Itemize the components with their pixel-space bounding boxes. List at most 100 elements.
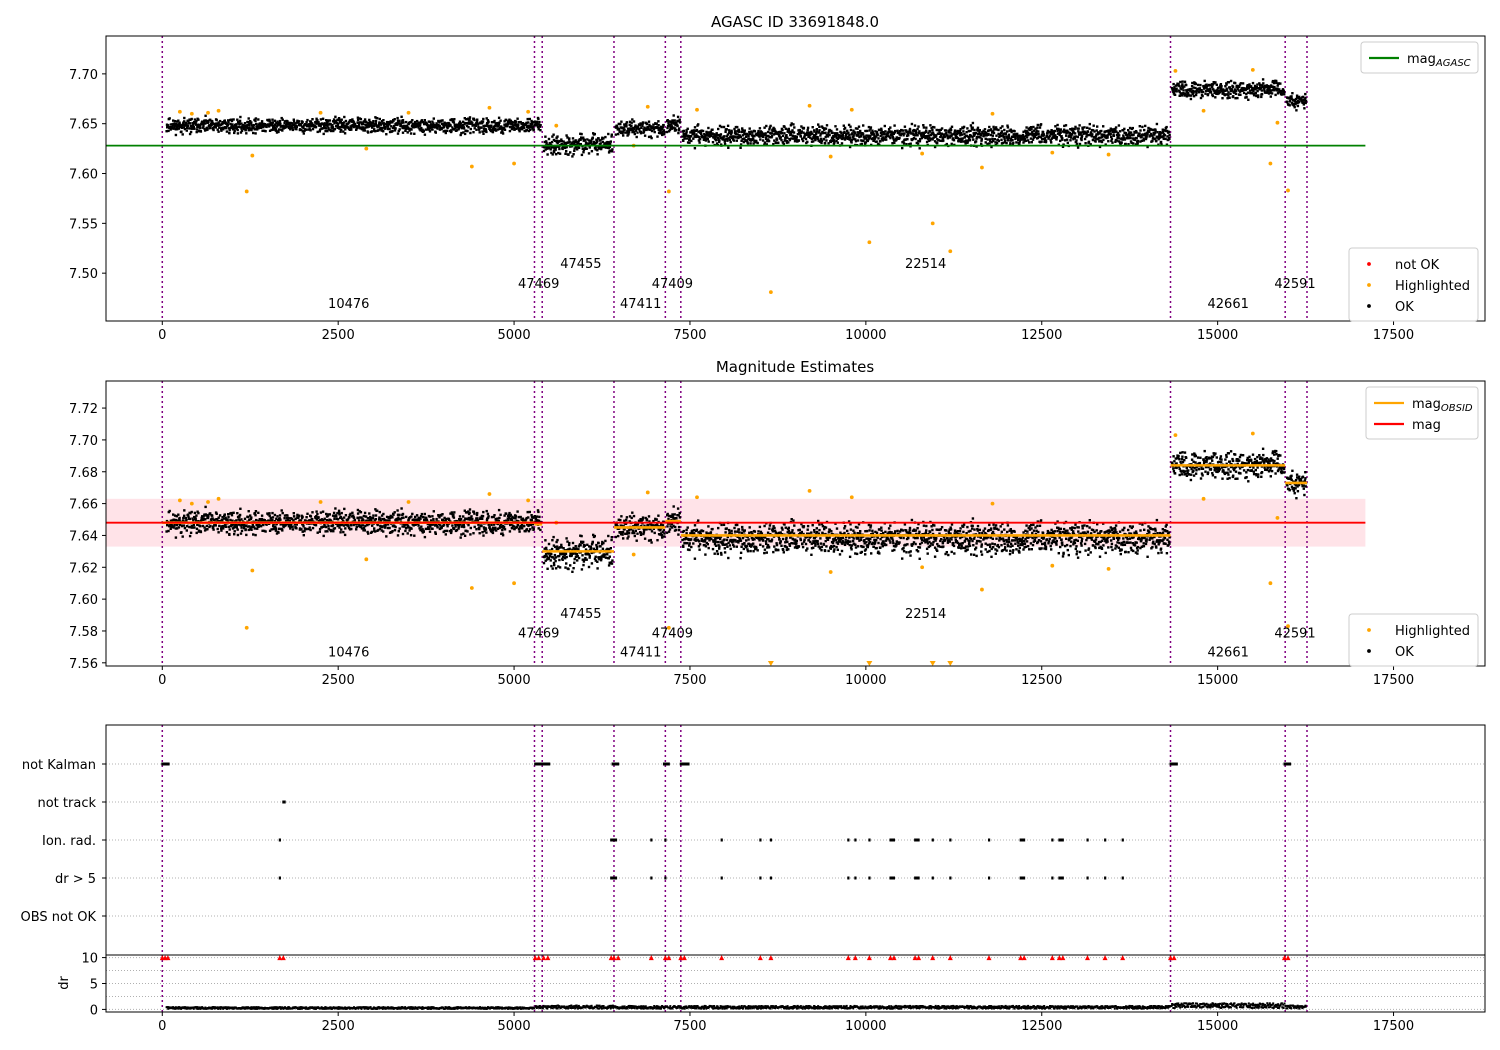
ok-point [195,527,199,530]
ok-point [503,528,507,531]
y-tick-label: 7.55 [69,217,98,232]
ok-point [301,515,304,518]
ok-point [925,129,928,132]
ok-point [380,514,384,517]
ok-point [239,507,242,510]
ok-point [487,120,490,123]
ok-point [435,517,438,521]
ok-point [552,544,556,547]
ok-point [1251,87,1254,90]
ok-point [182,121,185,124]
ok-point [1161,128,1164,131]
ok-point [468,118,471,121]
ok-point [887,134,890,138]
ok-point [1191,89,1195,92]
highlighted-point [526,109,531,114]
ok-point [1018,140,1021,143]
ok-point [1052,131,1056,135]
ok-point [510,523,513,526]
ok-point [1180,92,1183,95]
ok-point [176,128,179,131]
ok-point [295,527,298,530]
ok-point [959,134,962,137]
ok-point [430,125,433,128]
ok-point [1281,92,1284,95]
ok-point [536,519,539,522]
ok-point [720,125,723,129]
ok-point [561,147,564,151]
ok-point [714,139,718,142]
ok-point [191,526,194,529]
ok-point [234,523,237,527]
ok-point [182,524,186,527]
legend-subscript: AGASC [1435,58,1471,69]
ok-point [545,145,549,149]
ok-point [209,512,212,515]
ok-point [882,131,885,134]
ok-point [677,131,680,135]
ok-point [275,517,278,520]
ok-point [698,138,702,141]
ok-point [243,124,246,128]
ok-point [471,124,474,127]
ok-point [822,131,825,135]
ok-point [369,515,372,519]
ok-point [666,125,670,128]
ok-point [368,124,372,127]
ok-point [818,140,822,143]
ok-point [1032,129,1036,132]
ok-point [360,128,364,131]
ok-point [388,519,391,522]
ok-point [364,126,367,129]
ok-point [462,525,466,529]
ok-point [462,131,465,134]
ok-point [550,564,553,568]
ok-point [975,135,979,139]
ok-point [491,531,495,535]
ok-point [965,131,968,134]
ok-point [890,132,894,136]
ok-point [916,134,919,137]
obsid-label: 47409 [652,277,693,292]
ok-point [824,131,827,134]
ok-point [306,512,309,515]
ok-point [1054,125,1057,128]
ok-point [1095,129,1098,132]
ok-point [261,129,264,132]
ok-point [233,530,236,533]
ok-point [205,119,208,123]
ok-point [1275,89,1279,92]
ok-point [494,127,497,131]
ok-point [370,530,374,534]
ok-point [190,117,193,121]
ok-point [1304,99,1308,103]
ok-point [992,125,995,129]
ok-point [373,527,376,530]
ok-point [667,122,670,125]
ok-point [867,125,871,129]
ok-point [756,141,759,145]
ok-point [181,133,184,136]
ok-point [889,126,892,129]
ok-point [453,520,456,523]
ok-point [412,124,415,128]
ok-point [736,133,739,136]
ok-point [315,515,318,518]
ok-point [764,132,767,135]
ok-point [324,124,327,127]
ok-point [426,522,429,526]
ok-point [369,517,372,520]
ok-point [824,136,827,139]
ok-point [994,126,998,129]
ok-point [527,516,530,519]
ok-point [1251,88,1254,91]
ok-point [1123,138,1127,141]
ok-point [368,118,371,122]
ok-point [245,524,248,528]
ok-point [521,517,525,520]
ok-point [376,126,379,129]
ok-point [814,137,817,140]
ok-point [327,513,330,516]
ok-point [1154,129,1157,132]
ok-point [1092,138,1095,142]
